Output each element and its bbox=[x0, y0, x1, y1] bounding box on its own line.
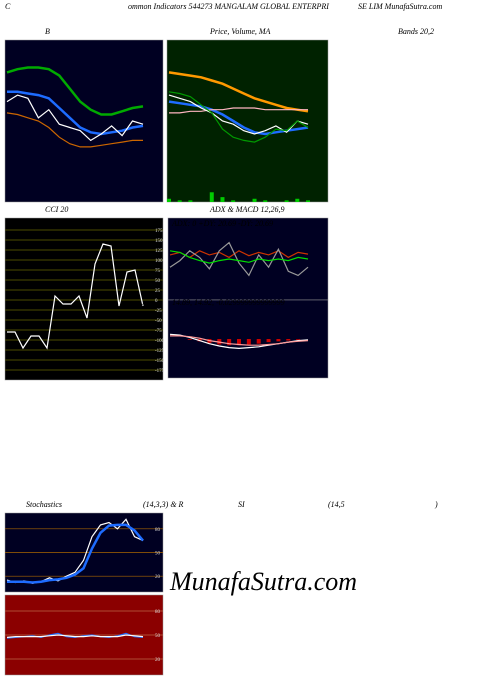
bar bbox=[231, 200, 236, 202]
y-tick-label: 80 bbox=[155, 528, 161, 533]
bar bbox=[187, 339, 192, 340]
header-middle: ommon Indicators 544273 MANGALAM GLOBAL … bbox=[128, 2, 329, 11]
bar bbox=[296, 339, 301, 340]
y-tick-label: -150 bbox=[155, 359, 165, 364]
y-tick-label: 20 bbox=[155, 575, 161, 580]
series-line bbox=[7, 523, 144, 584]
header-left: C bbox=[5, 2, 11, 11]
y-tick-label: 25 bbox=[155, 289, 161, 294]
series-line bbox=[6, 634, 144, 638]
bar bbox=[177, 200, 182, 202]
panel bbox=[4, 39, 164, 203]
y-tick-label: 100 bbox=[155, 259, 163, 264]
bar bbox=[252, 198, 257, 202]
panel bbox=[167, 217, 329, 301]
bar bbox=[276, 339, 281, 342]
bar bbox=[227, 339, 232, 346]
panel-title: ADX & MACD 12,26,9 bbox=[209, 205, 284, 214]
bar bbox=[295, 198, 300, 202]
panel-subtitle: ADX: 0 +DY: 20.69 -DY: 20.69 bbox=[171, 219, 273, 228]
y-tick-label: 50 bbox=[155, 552, 161, 557]
panel bbox=[4, 217, 164, 381]
panel-title: 14.89, 14.92, -0.029999999999999 bbox=[172, 298, 285, 307]
bar bbox=[256, 339, 261, 344]
bar bbox=[237, 339, 241, 346]
y-tick-label: -125 bbox=[155, 349, 165, 354]
panel-title: Bands 20,2 bbox=[398, 27, 434, 36]
bar bbox=[284, 200, 289, 202]
bar bbox=[266, 339, 271, 343]
y-tick-label: -75 bbox=[155, 329, 162, 334]
bar bbox=[209, 192, 214, 202]
panel-title: Stochastics bbox=[26, 500, 62, 509]
y-tick-label: 50 bbox=[155, 279, 161, 284]
bar bbox=[286, 339, 291, 341]
y-tick-label: -25 bbox=[155, 309, 162, 314]
header-right: SE LIM MunafaSutra.com bbox=[358, 2, 442, 11]
y-tick-label: -50 bbox=[155, 319, 162, 324]
series-line bbox=[169, 250, 309, 264]
panel-subtitle: (14,5 bbox=[328, 500, 345, 509]
panel-title: Price, Volume, MA bbox=[209, 27, 271, 36]
bar bbox=[167, 198, 171, 202]
series-line bbox=[168, 94, 309, 135]
y-tick-label: -100 bbox=[155, 339, 165, 344]
y-tick-label: 150 bbox=[155, 239, 163, 244]
series-line bbox=[169, 107, 308, 114]
panel-title: CCI 20 bbox=[45, 205, 68, 214]
y-tick-label: 20 bbox=[155, 658, 161, 663]
y-tick-label: 75 bbox=[155, 269, 161, 274]
panel-title: SI bbox=[238, 500, 245, 509]
series-line bbox=[6, 66, 144, 116]
series-line bbox=[6, 112, 143, 148]
bar bbox=[306, 200, 310, 202]
panel-title: B bbox=[45, 27, 50, 36]
bar bbox=[246, 339, 251, 345]
series-line bbox=[169, 250, 309, 259]
bar bbox=[188, 200, 193, 202]
y-tick-label: -175 bbox=[155, 369, 165, 374]
panel-note: ) bbox=[434, 500, 438, 509]
series-line bbox=[7, 243, 144, 350]
series-line bbox=[168, 71, 309, 113]
y-tick-label: 175 bbox=[155, 229, 163, 234]
series-line bbox=[7, 90, 144, 136]
panel-subtitle: (14,3,3) & R bbox=[143, 500, 184, 509]
series-line bbox=[168, 91, 309, 143]
y-tick-label: 125 bbox=[155, 249, 163, 254]
last-value: 10 bbox=[137, 302, 145, 311]
series-line bbox=[6, 94, 144, 142]
series-line bbox=[170, 335, 309, 346]
watermark: MunafaSutra.com bbox=[169, 567, 357, 596]
bar bbox=[220, 197, 225, 202]
panel bbox=[166, 39, 329, 203]
y-tick-label: 0 bbox=[155, 299, 158, 304]
series-line bbox=[169, 241, 309, 277]
y-tick-label: 50 bbox=[155, 634, 161, 639]
bar bbox=[263, 200, 268, 202]
y-tick-label: 80 bbox=[155, 610, 161, 615]
